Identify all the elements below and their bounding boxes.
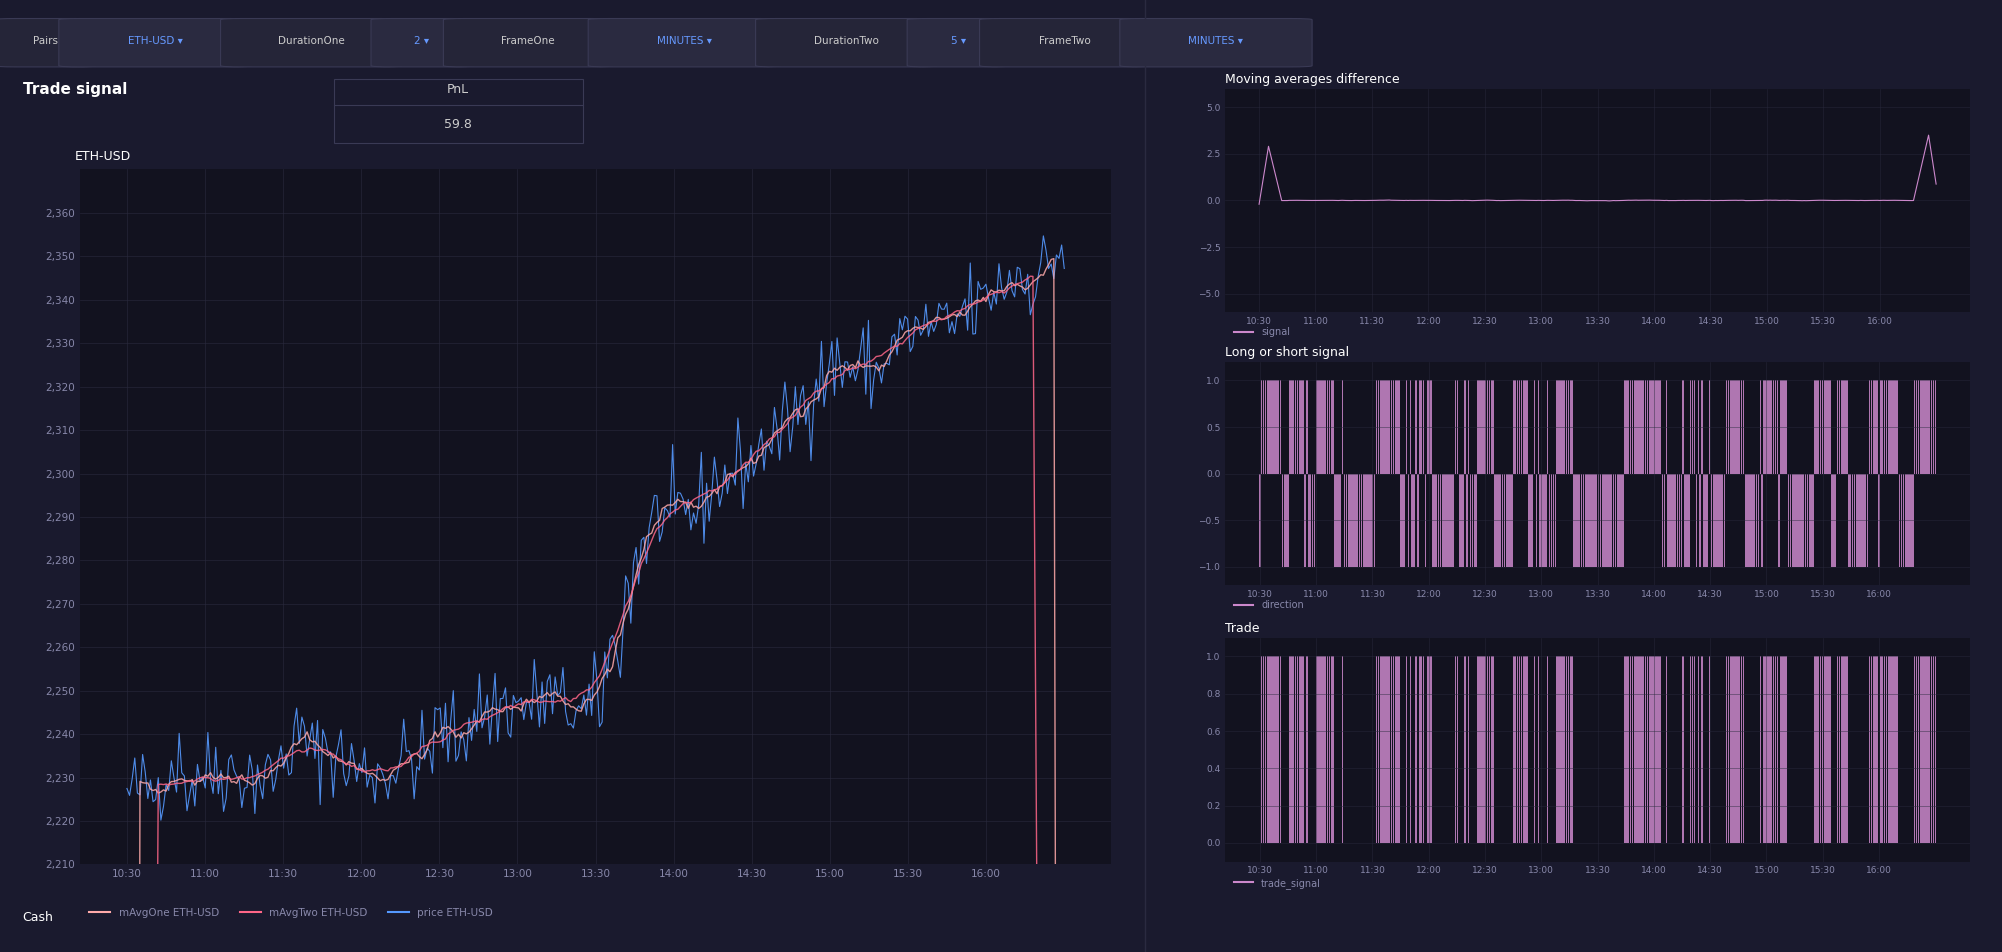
Text: MINUTES ▾: MINUTES ▾: [1189, 36, 1243, 46]
FancyBboxPatch shape: [589, 18, 781, 67]
FancyBboxPatch shape: [442, 18, 613, 67]
Text: Cash: Cash: [22, 910, 54, 923]
FancyBboxPatch shape: [979, 18, 1149, 67]
Text: 5 ▾: 5 ▾: [951, 36, 965, 46]
Text: Trade: Trade: [1225, 623, 1259, 635]
Legend: direction: direction: [1229, 596, 1307, 614]
Bar: [334, 79, 583, 143]
Text: ETH-USD ▾: ETH-USD ▾: [128, 36, 182, 46]
Text: Pairs: Pairs: [32, 36, 58, 46]
Text: Long or short signal: Long or short signal: [1225, 347, 1349, 359]
FancyBboxPatch shape: [1119, 18, 1311, 67]
Legend: trade_signal: trade_signal: [1229, 874, 1325, 892]
Text: 59.8: 59.8: [444, 118, 472, 131]
Text: Trade signal: Trade signal: [22, 82, 126, 97]
Text: FrameOne: FrameOne: [500, 36, 555, 46]
Text: PnL: PnL: [446, 83, 468, 96]
Text: DurationOne: DurationOne: [278, 36, 344, 46]
FancyBboxPatch shape: [370, 18, 472, 67]
FancyBboxPatch shape: [907, 18, 1009, 67]
Text: Moving averages difference: Moving averages difference: [1225, 73, 1399, 86]
Legend: mAvgOne ETH-USD, mAvgTwo ETH-USD, price ETH-USD: mAvgOne ETH-USD, mAvgTwo ETH-USD, price …: [86, 903, 496, 922]
Text: 2 ▾: 2 ▾: [414, 36, 430, 46]
Text: MINUTES ▾: MINUTES ▾: [657, 36, 713, 46]
Text: DurationTwo: DurationTwo: [813, 36, 879, 46]
FancyBboxPatch shape: [58, 18, 250, 67]
Text: ETH-USD: ETH-USD: [74, 149, 132, 163]
FancyBboxPatch shape: [755, 18, 937, 67]
FancyBboxPatch shape: [0, 18, 96, 67]
Text: FrameTwo: FrameTwo: [1039, 36, 1091, 46]
FancyBboxPatch shape: [220, 18, 402, 67]
Legend: signal: signal: [1229, 323, 1293, 341]
